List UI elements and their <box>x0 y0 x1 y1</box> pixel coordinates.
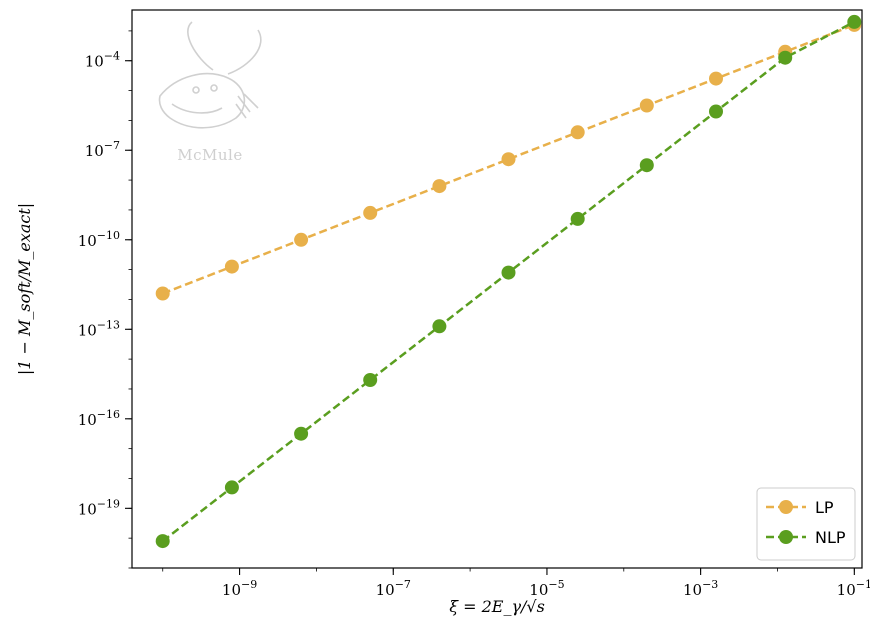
watermark-label: McMule <box>177 146 242 164</box>
x-tick-label: 10−3 <box>683 578 718 599</box>
point-lp <box>155 286 170 301</box>
x-tick-label: 10−5 <box>529 578 564 599</box>
y-tick-label: 10−19 <box>78 497 120 518</box>
point-nlp <box>224 480 239 495</box>
point-lp <box>570 125 585 140</box>
y-tick-label: 10−16 <box>78 408 120 429</box>
point-lp <box>294 232 309 247</box>
point-nlp <box>363 373 378 387</box>
y-axis-label: |1 − M_soft/M_exact| <box>15 203 34 375</box>
point-nlp <box>432 319 447 334</box>
x-axis-label: ξ = 2E_γ/√s <box>449 597 545 616</box>
y-tick-label: 10−10 <box>78 229 120 250</box>
point-nlp <box>570 211 585 226</box>
mcmule-logo-icon <box>158 21 262 129</box>
y-tick-label: 10−4 <box>85 50 120 71</box>
point-nlp <box>294 426 309 441</box>
point-lp <box>639 98 654 113</box>
x-tick-label: 10−9 <box>222 578 257 599</box>
point-lp <box>432 179 447 194</box>
point-lp <box>363 205 378 220</box>
legend-lp-marker <box>779 500 793 514</box>
point-lp <box>709 71 723 86</box>
point-lp <box>501 152 516 167</box>
series-layer <box>155 14 862 549</box>
legend-lp-label: LP <box>815 498 834 517</box>
legend-box <box>756 487 856 561</box>
series-line-lp <box>162 23 855 295</box>
point-nlp <box>639 158 654 173</box>
point-nlp <box>501 265 516 280</box>
axis-ticks: 10−9 10−7 10−5 10−3 10−1 10−4 10−7 10−10 10−13 10… <box>78 30 870 599</box>
y-tick-label: 10−7 <box>85 139 120 160</box>
y-tick-label: 10−13 <box>78 318 120 339</box>
point-nlp <box>778 50 793 65</box>
x-tick-label: 10−7 <box>376 578 411 599</box>
legend: LP NLP <box>756 487 856 561</box>
legend-nlp-marker <box>779 530 793 544</box>
legend-nlp-label: NLP <box>815 528 846 547</box>
x-tick-label: 10−1 <box>837 578 870 599</box>
point-nlp <box>847 14 862 29</box>
plot-frame <box>131 9 863 569</box>
point-lp <box>224 259 239 274</box>
point-nlp <box>155 534 170 549</box>
point-nlp <box>709 104 723 119</box>
series-line-nlp <box>161 20 855 543</box>
